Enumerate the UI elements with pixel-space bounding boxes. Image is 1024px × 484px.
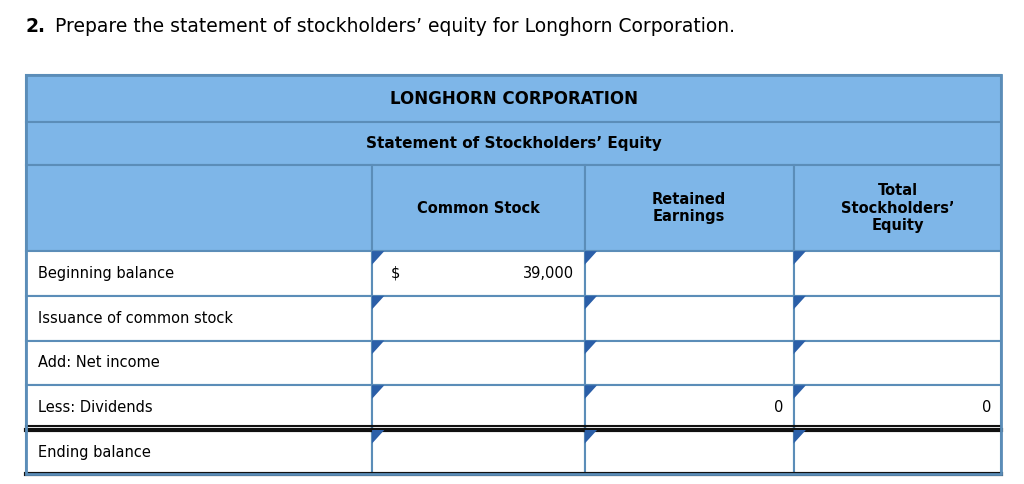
Text: 0: 0	[774, 400, 783, 415]
Text: Add: Net income: Add: Net income	[38, 355, 160, 370]
Text: Total
Stockholders’
Equity: Total Stockholders’ Equity	[841, 183, 954, 233]
Text: 2.: 2.	[26, 17, 46, 36]
Text: Ending balance: Ending balance	[38, 445, 151, 460]
Text: Retained
Earnings: Retained Earnings	[652, 192, 726, 225]
Text: Beginning balance: Beginning balance	[38, 266, 174, 281]
Text: LONGHORN CORPORATION: LONGHORN CORPORATION	[389, 90, 638, 107]
Text: Less: Dividends: Less: Dividends	[38, 400, 153, 415]
Text: Statement of Stockholders’ Equity: Statement of Stockholders’ Equity	[366, 136, 662, 151]
Text: 39,000: 39,000	[523, 266, 574, 281]
Text: Issuance of common stock: Issuance of common stock	[38, 311, 232, 326]
Text: $: $	[390, 266, 399, 281]
Text: Prepare the statement of stockholders’ equity for Longhorn Corporation.: Prepare the statement of stockholders’ e…	[49, 17, 735, 36]
Text: 0: 0	[982, 400, 991, 415]
Text: Common Stock: Common Stock	[417, 201, 540, 216]
